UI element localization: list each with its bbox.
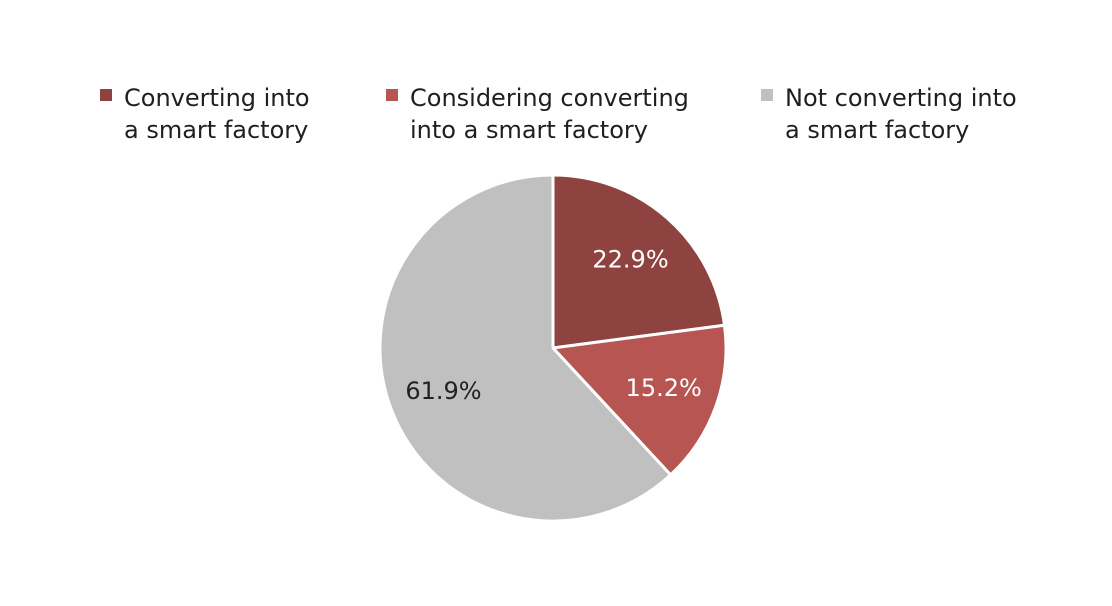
pie-slice-label-converting: 22.9% <box>592 246 668 274</box>
pie-slice-label-not-converting: 61.9% <box>405 377 481 405</box>
legend-item-converting: Converting into a smart factory <box>100 82 310 146</box>
legend-item-considering: Considering converting into a smart fact… <box>386 82 689 146</box>
legend-swatch-considering <box>386 89 398 101</box>
pie-slice-converting <box>551 173 726 350</box>
pie-slice-not-converting <box>378 173 673 523</box>
legend-label-considering: Considering converting into a smart fact… <box>410 84 689 144</box>
legend-swatch-converting <box>100 89 112 101</box>
pie-slice-label-considering: 15.2% <box>626 374 702 402</box>
legend-item-not-converting: Not converting into a smart factory <box>761 82 1017 146</box>
pie-slice-labels: 22.9% 15.2% 61.9% <box>405 246 701 405</box>
legend-label-converting: Converting into a smart factory <box>124 84 310 144</box>
pie-slice-considering <box>551 323 728 477</box>
chart-legend: Converting into a smart factory Consider… <box>0 0 1112 160</box>
legend-swatch-not-converting <box>761 89 773 101</box>
legend-label-not-converting: Not converting into a smart factory <box>785 84 1017 144</box>
pie-slices <box>378 173 728 523</box>
